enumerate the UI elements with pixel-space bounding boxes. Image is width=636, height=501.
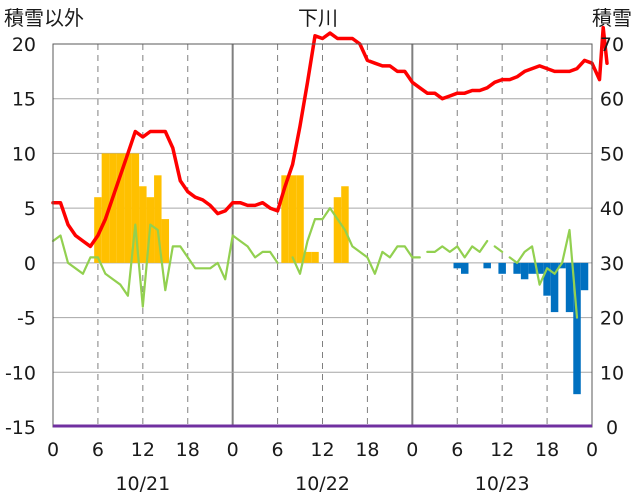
snowfall-bar (154, 175, 162, 263)
snowfall-bar (94, 197, 102, 263)
snowmelt-bar (565, 262, 574, 313)
x-tick-label: 18 (355, 439, 379, 461)
temperature-line (508, 228, 579, 319)
x-tick-label: 12 (131, 439, 155, 461)
lines (51, 25, 609, 319)
snowmelt-bar (543, 262, 551, 296)
x-tick-label: 0 (406, 439, 418, 461)
snowmelt-bar (580, 262, 589, 291)
right-tick-label: 20 (600, 308, 624, 330)
right-tick-label: 50 (600, 143, 624, 165)
date-label: 10/22 (295, 473, 350, 495)
right-tick-label: 30 (600, 253, 624, 275)
left-tick-label: -10 (5, 362, 36, 384)
x-tick-label: 6 (92, 439, 104, 461)
snowmelt-bar (453, 262, 461, 269)
snowfall-bar (296, 175, 304, 263)
left-tick-label: 20 (12, 34, 36, 56)
snowfall-bar (303, 251, 312, 263)
x-tick-label: 18 (535, 439, 559, 461)
left-tick-labels: -15 -10 -5 0 5 10 15 20 (5, 34, 36, 439)
left-tick-label: 5 (24, 198, 36, 220)
left-tick-label: 0 (24, 253, 36, 275)
snowfall-bar (109, 153, 117, 263)
right-tick-label: 60 (600, 89, 624, 111)
x-tick-labels: 0 6 12 18 0 6 12 18 0 6 12 18 0 (47, 439, 598, 461)
snowmelt-bar (498, 262, 506, 274)
chart-title: 下川 (298, 6, 338, 30)
left-axis-title: 積雪以外 (4, 6, 84, 30)
x-tick-label: 6 (272, 439, 284, 461)
snowfall-bar (131, 153, 140, 263)
snowmelt-bar (558, 262, 566, 269)
left-tick-label: 10 (12, 143, 36, 165)
snowfall-bar (139, 186, 147, 263)
snowfall-bar (333, 197, 342, 263)
snowfall-bar (116, 153, 125, 263)
snowfall-bar (341, 186, 349, 263)
left-tick-label: -5 (17, 308, 36, 330)
date-label: 10/23 (475, 473, 530, 495)
snowfall-bar (311, 251, 319, 263)
right-tick-labels: 0 10 20 30 40 50 60 70 (600, 34, 624, 439)
date-labels: 10/21 10/22 10/23 (115, 473, 529, 495)
snowfall-bar (101, 153, 110, 263)
snowfall-bar (288, 175, 297, 263)
snow-depth-line (51, 25, 609, 249)
snowmelt-bar (550, 262, 559, 313)
snowmelt-bar (520, 262, 529, 280)
x-tick-label: 12 (490, 439, 514, 461)
snowmelt-bar (460, 262, 469, 274)
right-tick-label: 70 (600, 34, 624, 56)
snowmelt-bar (513, 262, 521, 274)
snowmelt-bar (483, 262, 491, 269)
snowmelt-bar (528, 262, 536, 274)
x-tick-label: 0 (586, 439, 598, 461)
temperature-line (493, 245, 504, 253)
snowfall-bar (281, 175, 289, 263)
snowfall-bar (161, 219, 170, 263)
temperature-line (291, 207, 421, 275)
temperature-line (426, 239, 489, 259)
x-tick-label: 0 (227, 439, 239, 461)
right-tick-label: 0 (606, 417, 618, 439)
x-tick-label: 6 (451, 439, 463, 461)
left-tick-label: 15 (12, 89, 36, 111)
snowmelt-bar (535, 262, 544, 274)
right-tick-label: 40 (600, 198, 624, 220)
bars (94, 153, 589, 395)
x-tick-label: 0 (47, 439, 59, 461)
date-label: 10/21 (115, 473, 170, 495)
temperature-line (51, 223, 279, 308)
snowmelt-bar (573, 262, 581, 395)
snowfall-bar (124, 153, 132, 263)
left-tick-label: -15 (5, 417, 36, 439)
x-tick-label: 18 (176, 439, 200, 461)
right-tick-label: 10 (600, 362, 624, 384)
right-axis-title: 積雪 (592, 6, 632, 30)
x-tick-label: 12 (310, 439, 334, 461)
